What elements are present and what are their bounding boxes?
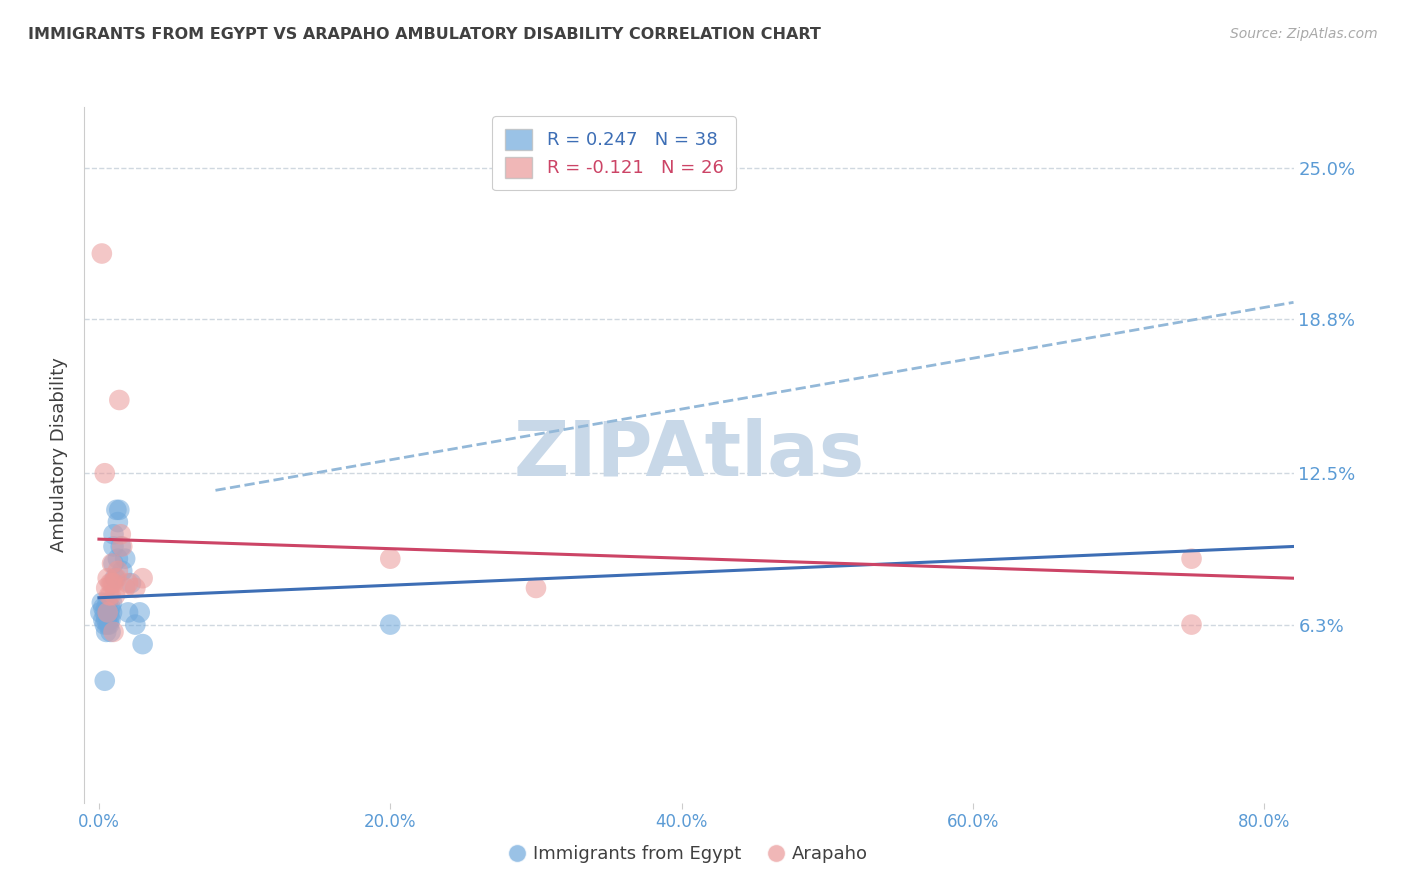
Point (89, 606, 111, 620)
Text: Source: ZipAtlas.com: Source: ZipAtlas.com (1230, 27, 1378, 41)
Point (124, 581, 146, 595)
Point (90, 246, 112, 260)
Point (101, 557, 124, 571)
Point (107, 564, 129, 578)
Point (96, 613, 118, 627)
Point (103, 540, 125, 554)
Point (101, 576, 124, 591)
Point (90, 596, 112, 610)
Point (94, 617, 117, 632)
Point (524, 581, 547, 595)
Point (96, 581, 118, 595)
Point (104, 588, 127, 602)
Point (105, 503, 128, 517)
Point (114, 551, 136, 566)
Point (107, 551, 129, 566)
Point (108, 503, 131, 517)
Point (103, 527, 125, 541)
Point (94, 673, 117, 688)
Point (98, 606, 121, 620)
Point (97, 596, 120, 610)
Y-axis label: Ambulatory Disability: Ambulatory Disability (51, 358, 69, 552)
Point (110, 540, 132, 554)
Point (111, 540, 134, 554)
Point (100, 600, 122, 615)
Point (1180, 551, 1202, 566)
Point (101, 596, 124, 610)
Point (104, 571, 127, 585)
Point (103, 557, 125, 571)
Point (108, 392, 131, 407)
Point (111, 564, 134, 578)
Point (91, 600, 114, 615)
Point (131, 637, 153, 651)
Point (96, 624, 118, 639)
Point (103, 576, 125, 591)
Point (128, 606, 150, 620)
Point (1180, 617, 1202, 632)
Point (105, 571, 128, 585)
Point (380, 617, 402, 632)
Point (100, 624, 122, 639)
Point (94, 606, 117, 620)
Point (124, 617, 146, 632)
Point (107, 515, 129, 529)
Point (101, 606, 124, 620)
Point (103, 624, 125, 639)
Legend: Immigrants from Egypt, Arapaho: Immigrants from Egypt, Arapaho (502, 838, 876, 871)
Point (110, 527, 132, 541)
Point (94, 467, 117, 481)
Point (97, 571, 120, 585)
Point (97, 617, 120, 632)
Point (100, 613, 122, 627)
Point (96, 600, 118, 615)
Point (117, 606, 139, 620)
Point (117, 576, 139, 591)
Text: ZIPAtlas: ZIPAtlas (513, 418, 865, 491)
Point (97, 606, 120, 620)
Point (98, 613, 121, 627)
Point (98, 617, 121, 632)
Text: IMMIGRANTS FROM EGYPT VS ARAPAHO AMBULATORY DISABILITY CORRELATION CHART: IMMIGRANTS FROM EGYPT VS ARAPAHO AMBULAT… (28, 27, 821, 42)
Point (100, 588, 122, 602)
Point (97, 606, 120, 620)
Point (98, 588, 121, 602)
Point (380, 551, 402, 566)
Point (114, 581, 136, 595)
Point (91, 613, 114, 627)
Point (131, 571, 153, 585)
Point (120, 576, 142, 591)
Point (100, 576, 122, 591)
